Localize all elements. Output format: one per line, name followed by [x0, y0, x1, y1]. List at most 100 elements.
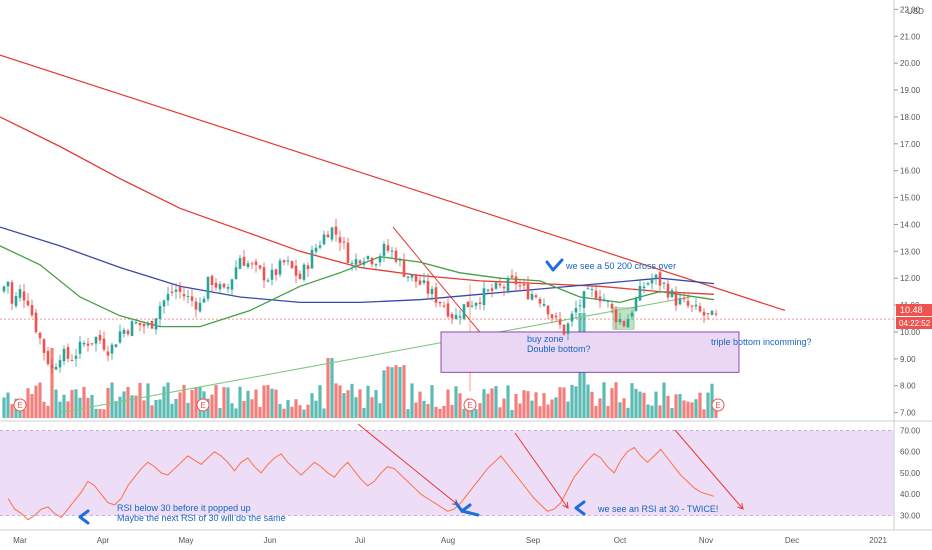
candle-body: [170, 291, 174, 293]
volume-bar: [194, 387, 198, 418]
volume-bar: [414, 402, 418, 418]
volume-bar: [378, 403, 382, 418]
candle-body: [398, 259, 402, 261]
candle-body: [66, 347, 70, 359]
volume-bar: [382, 370, 386, 418]
candle-body: [662, 282, 666, 284]
candle-body: [6, 281, 10, 287]
candle-body: [294, 265, 298, 276]
candle-body: [106, 351, 110, 356]
candle-body: [554, 315, 558, 318]
candle-body: [634, 298, 638, 311]
volume-bar: [190, 389, 194, 418]
candle-body: [598, 296, 602, 302]
candle-body: [654, 274, 658, 279]
volume-bar: [546, 404, 550, 418]
candle-body: [182, 294, 186, 297]
price-tick-label: 17.00: [900, 140, 921, 149]
volume-bar: [290, 406, 294, 418]
uptrend-line: [59, 296, 691, 414]
volume-bar: [326, 358, 330, 418]
candle-body: [702, 311, 706, 316]
volume-bar: [390, 367, 394, 418]
volume-bar: [358, 389, 362, 418]
candle-body: [154, 318, 158, 330]
volume-bar: [330, 358, 334, 418]
price-tick-label: 19.00: [900, 86, 921, 95]
volume-bar: [2, 397, 6, 418]
price-tick-label: 14.00: [900, 220, 921, 229]
candle-body: [54, 366, 58, 370]
volume-bar: [122, 391, 126, 418]
candle-body: [566, 323, 570, 334]
candle-body: [250, 263, 254, 265]
volume-bar: [182, 384, 186, 418]
time-axis[interactable]: Mar Apr May Jun Jul Aug Sep Oct Nov Dec 2021: [0, 529, 932, 545]
candle-body: [418, 280, 422, 285]
candle-body: [610, 303, 614, 309]
candle-body: [298, 273, 302, 279]
volume-bar: [398, 367, 402, 418]
candle-body: [242, 256, 246, 266]
volume-bar: [150, 405, 154, 418]
candle-body: [694, 304, 698, 307]
candle-body: [258, 265, 262, 269]
arrow-rsi-mid-tail: [460, 509, 480, 517]
volume-bar: [694, 399, 698, 418]
volume-bar: [370, 397, 374, 418]
volume-bar: [170, 403, 174, 418]
volume-bar: [302, 409, 306, 418]
rsi-trend-2-head: [562, 501, 569, 509]
volume-bar: [482, 389, 486, 418]
price-tick-label: 18.00: [900, 113, 921, 122]
candle-body: [570, 313, 574, 322]
earnings-marker: [196, 398, 210, 412]
candle-body: [410, 274, 414, 278]
volume-bar: [322, 408, 326, 418]
volume-bar: [154, 399, 158, 418]
candle-body: [470, 305, 474, 307]
candle-body: [226, 287, 230, 289]
volume-bar: [94, 408, 98, 418]
candle-body: [442, 305, 446, 307]
candle-body: [538, 298, 542, 304]
ma-50: [0, 245, 715, 328]
earnings-label: E: [200, 401, 205, 410]
volume-bar: [406, 409, 410, 418]
candle-body: [290, 261, 294, 268]
short-downtrend: [392, 226, 483, 335]
candle-body: [602, 299, 606, 302]
volume-bar: [426, 404, 430, 418]
candle-body: [186, 296, 190, 298]
candle-body: [706, 313, 710, 315]
candle-body: [586, 288, 590, 290]
candle-body: [246, 263, 250, 267]
candle-body: [590, 289, 594, 291]
time-tick-label: Mar: [13, 536, 27, 545]
volume-bar: [514, 394, 518, 418]
candle-body: [22, 291, 26, 301]
candle-body: [614, 309, 618, 323]
candle-body: [330, 227, 334, 240]
volume-bar: [618, 402, 622, 418]
volume-bar: [234, 408, 238, 418]
volume-bar: [34, 385, 38, 418]
last-price-value: 10.48: [900, 305, 923, 315]
price-axis[interactable]: 22.00 21.00 20.00 19.00 18.00 17.00 16.00 15.00…: [893, 0, 921, 530]
candle-body: [474, 302, 478, 306]
annotation-rsi-right: we see an RSI at 30 - TWICE!: [597, 504, 718, 514]
candle-body: [74, 355, 78, 359]
volume-bar: [278, 404, 282, 418]
price-tick-label: 20.00: [900, 59, 921, 68]
candle-body: [142, 323, 146, 327]
candle-body: [158, 305, 162, 319]
candle-body: [658, 272, 662, 286]
annotation-buy-zone: buy zone: [527, 334, 564, 344]
volume-bar: [254, 389, 258, 418]
volume-bar: [30, 394, 34, 418]
buy-zone: [440, 307, 740, 373]
candle-body: [102, 338, 106, 350]
volume-bar: [494, 386, 498, 418]
candle-body: [210, 275, 214, 286]
annotation-rsi-left-1: RSI below 30 before it popped up: [117, 503, 251, 513]
